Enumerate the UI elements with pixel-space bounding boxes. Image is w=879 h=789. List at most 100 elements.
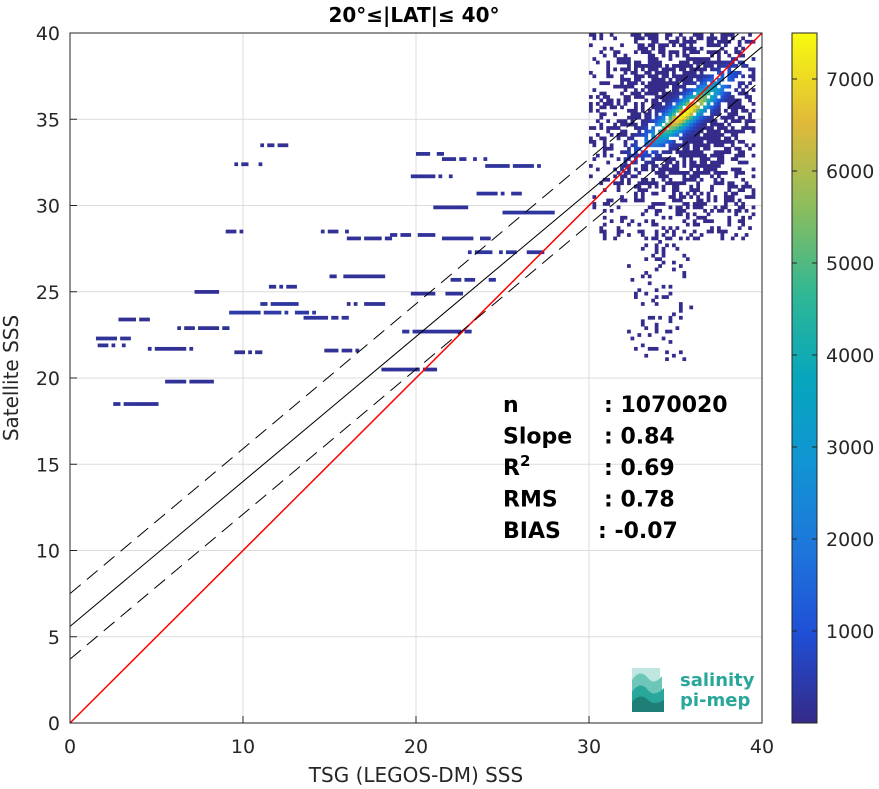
heatmap-cell bbox=[599, 126, 604, 130]
heatmap-cell bbox=[353, 236, 358, 241]
heatmap-cell bbox=[284, 143, 289, 148]
heatmap-cell bbox=[685, 222, 690, 227]
heatmap-cell bbox=[651, 84, 656, 89]
heatmap-cell bbox=[609, 98, 614, 103]
heatmap-cell bbox=[113, 336, 118, 341]
heatmap-cell bbox=[723, 60, 728, 65]
heatmap-cell bbox=[675, 77, 680, 82]
heatmap-cell bbox=[637, 133, 642, 137]
heatmap-cell bbox=[727, 219, 732, 224]
heatmap-cell bbox=[123, 336, 128, 341]
heatmap-cell bbox=[589, 43, 593, 48]
heatmap-cell bbox=[630, 119, 635, 123]
heatmap-cell bbox=[488, 277, 493, 282]
heatmap-cell bbox=[623, 157, 628, 161]
heatmap-cell bbox=[99, 336, 104, 341]
heatmap-cell bbox=[692, 202, 697, 206]
heatmap-cell bbox=[440, 152, 444, 156]
heatmap-cell bbox=[637, 36, 642, 41]
heatmap-cell bbox=[661, 171, 666, 175]
heatmap-cell bbox=[751, 195, 756, 199]
heatmap-cell bbox=[678, 350, 683, 355]
heatmap-cell bbox=[630, 143, 635, 148]
heatmap-cell bbox=[644, 326, 649, 330]
heatmap-cell bbox=[668, 157, 673, 161]
heatmap-cell bbox=[723, 171, 728, 175]
heatmap-cell bbox=[644, 98, 649, 103]
heatmap-cell bbox=[658, 315, 662, 320]
heatmap-cell bbox=[703, 153, 707, 158]
heatmap-cell bbox=[713, 139, 718, 144]
heatmap-cell bbox=[717, 102, 721, 106]
heatmap-cell bbox=[672, 133, 676, 137]
heatmap-cell bbox=[633, 174, 638, 179]
heatmap-cell bbox=[488, 164, 493, 168]
heatmap-cell bbox=[654, 191, 659, 196]
heatmap-cell bbox=[154, 402, 159, 406]
heatmap-cell bbox=[312, 310, 316, 315]
heatmap-cell bbox=[519, 210, 524, 215]
heatmap-cell bbox=[730, 236, 735, 241]
heatmap-cell bbox=[589, 139, 593, 144]
heatmap-cell bbox=[689, 105, 694, 110]
heatmap-cell bbox=[703, 84, 707, 89]
heatmap-cell bbox=[516, 164, 521, 168]
heatmap-cell bbox=[751, 57, 756, 61]
heatmap-cell bbox=[706, 43, 711, 48]
heatmap-cell bbox=[748, 98, 752, 103]
heatmap-cell bbox=[689, 153, 694, 158]
heatmap-cell bbox=[464, 205, 469, 210]
heatmap-cell bbox=[623, 119, 628, 123]
heatmap-cell bbox=[121, 317, 126, 322]
heatmap-cell bbox=[644, 257, 649, 261]
heatmap-cell bbox=[431, 174, 436, 179]
heatmap-cell bbox=[675, 164, 680, 168]
heatmap-cell bbox=[675, 205, 680, 210]
heatmap-cell bbox=[640, 157, 645, 161]
heatmap-cell bbox=[730, 119, 735, 123]
heatmap-cell bbox=[689, 305, 694, 310]
heatmap-cell bbox=[613, 50, 617, 54]
heatmap-cell bbox=[620, 43, 624, 48]
heatmap-cell bbox=[606, 198, 611, 203]
heatmap-cell bbox=[467, 250, 472, 255]
heatmap-cell bbox=[627, 77, 631, 82]
heatmap-cell bbox=[595, 108, 600, 113]
heatmap-cell bbox=[696, 171, 701, 175]
heatmap-cell bbox=[678, 105, 683, 110]
heatmap-cell bbox=[727, 91, 732, 96]
heatmap-cell bbox=[720, 133, 725, 137]
heatmap-cell bbox=[720, 208, 725, 213]
heatmap-cell bbox=[668, 205, 673, 210]
heatmap-cell bbox=[658, 157, 662, 161]
heatmap-cell bbox=[623, 57, 628, 61]
heatmap-cell bbox=[682, 115, 687, 120]
heatmap-cell bbox=[696, 112, 701, 117]
heatmap-cell bbox=[751, 191, 756, 196]
heatmap-cell bbox=[640, 274, 645, 279]
heatmap-cell bbox=[717, 150, 721, 155]
heatmap-cell bbox=[665, 70, 669, 75]
heatmap-cell bbox=[609, 153, 614, 158]
heatmap-cell bbox=[713, 181, 718, 186]
heatmap-cell bbox=[692, 81, 697, 86]
heatmap-cell bbox=[737, 219, 742, 224]
heatmap-cell bbox=[274, 302, 278, 306]
heatmap-cell bbox=[717, 174, 721, 179]
heatmap-cell bbox=[405, 329, 410, 334]
heatmap-cell bbox=[606, 146, 611, 151]
heatmap-cell bbox=[658, 108, 662, 113]
heatmap-cell bbox=[737, 81, 742, 86]
heatmap-cell bbox=[602, 150, 607, 155]
heatmap-cell bbox=[592, 74, 597, 79]
colorbar-tick-label: 2000 bbox=[826, 529, 874, 551]
heatmap-cell bbox=[237, 350, 242, 355]
heatmap-cell bbox=[734, 119, 739, 123]
heatmap-cell bbox=[457, 329, 462, 334]
heatmap-cell bbox=[640, 246, 645, 251]
heatmap-cell bbox=[111, 343, 116, 348]
heatmap-cell bbox=[741, 205, 745, 210]
heatmap-cell bbox=[654, 74, 659, 79]
heatmap-cell bbox=[682, 98, 687, 103]
heatmap-cell bbox=[675, 88, 680, 92]
